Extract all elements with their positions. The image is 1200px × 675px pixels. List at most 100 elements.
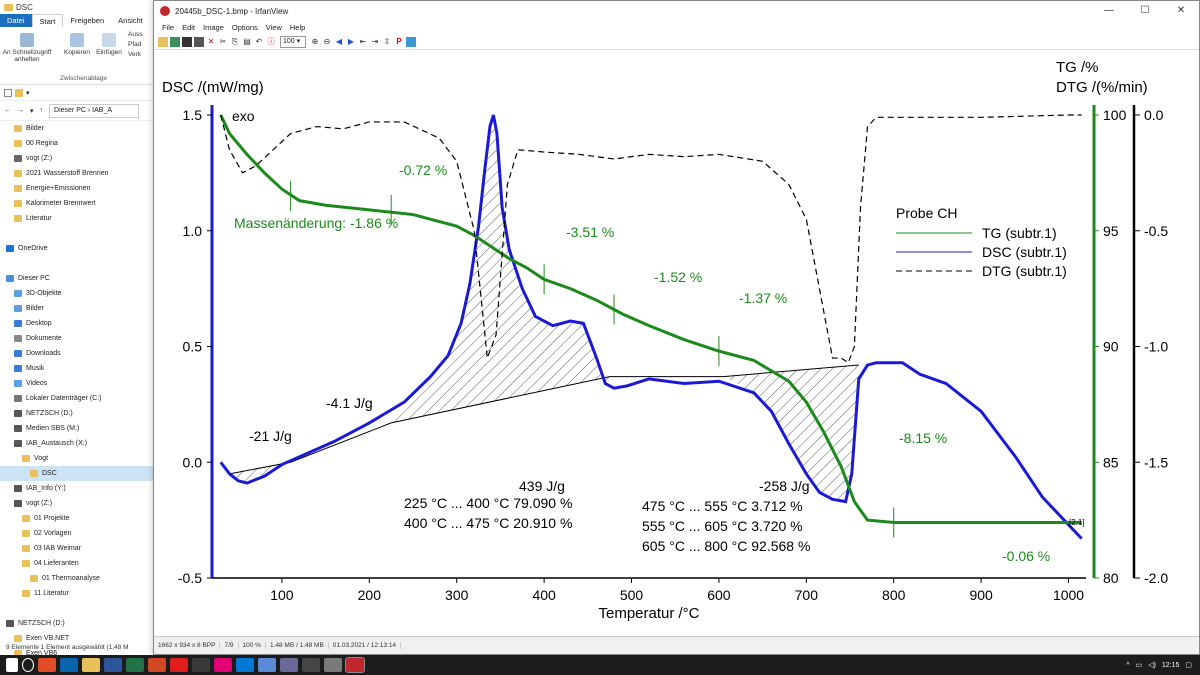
first-icon[interactable]: ⇤ [359, 36, 367, 46]
nav-item[interactable]: vogt (Z:) [0, 496, 159, 511]
nav-item[interactable]: Dieser PC [0, 271, 159, 286]
copy-path-button[interactable]: Pfad [128, 41, 142, 48]
back-arrow-icon[interactable]: ← [4, 107, 11, 114]
paint-icon[interactable]: P [396, 36, 402, 46]
chevron-up-icon[interactable]: ^ [1126, 661, 1130, 669]
paste-button[interactable]: Einfügen [94, 33, 124, 56]
explorer-taskbar-icon[interactable] [82, 658, 100, 672]
nav-item[interactable]: 01 Projekte [0, 511, 159, 526]
nav-item[interactable]: Bilder [0, 301, 159, 316]
nav-item[interactable]: Desktop [0, 316, 159, 331]
powerpoint-icon[interactable] [148, 658, 166, 672]
paste-icon[interactable]: ▤ [243, 36, 251, 46]
nav-item[interactable]: Downloads [0, 346, 159, 361]
nav-item[interactable]: 00 Regina [0, 136, 159, 151]
nav-item[interactable]: vogt (Z:) [0, 151, 159, 166]
image-canvas[interactable]: 100 200 300 400 500 600 700 800 900 1000 Temperatu… [154, 51, 1199, 637]
tab-start[interactable]: Start [31, 14, 64, 27]
forward-arrow-icon[interactable]: → [17, 107, 24, 114]
nav-item[interactable]: 04 Lieferanten [0, 556, 159, 571]
history-chevron-icon[interactable]: ▾ [30, 107, 34, 115]
nav-item[interactable]: DSC [0, 466, 159, 481]
nav-item[interactable] [0, 256, 159, 271]
open-icon[interactable] [158, 36, 168, 47]
properties-icon[interactable] [4, 88, 12, 97]
menu-image[interactable]: Image [203, 23, 224, 32]
zoom-in-icon[interactable]: ⊕ [311, 36, 319, 46]
clock[interactable]: 12:15 [1161, 661, 1180, 669]
menu-file[interactable]: File [162, 23, 175, 32]
nav-item[interactable]: Lokaler Datenträger (C:) [0, 391, 159, 406]
nav-item[interactable]: Exen VB.NET [0, 631, 159, 646]
nav-item[interactable]: 11 Literatur [0, 586, 159, 601]
word-icon[interactable] [104, 658, 122, 672]
nav-item[interactable]: Literatur [0, 211, 159, 226]
outlook-icon[interactable] [60, 658, 78, 672]
nav-item[interactable]: Musik [0, 361, 159, 376]
previous-icon[interactable]: ◀ [335, 36, 343, 46]
nav-item[interactable]: OneDrive [0, 241, 159, 256]
nav-item[interactable]: 03 IAB Weimar [0, 541, 159, 556]
about-icon[interactable] [406, 36, 416, 47]
nav-item[interactable]: 2021 Wasserstoff Brennen [0, 166, 159, 181]
menu-options[interactable]: Options [231, 23, 258, 32]
edge-icon[interactable] [236, 658, 254, 672]
tab-ansicht[interactable]: Ansicht [118, 16, 143, 25]
dropdown-icon[interactable]: ▾ [26, 89, 30, 97]
cut-button[interactable]: Auss [128, 31, 143, 38]
zoom-out-icon[interactable]: ⊖ [323, 36, 331, 46]
excel-icon[interactable] [126, 658, 144, 672]
zoom-select[interactable]: 100 ▾ [280, 35, 306, 48]
info-icon[interactable]: ⓘ [267, 36, 275, 46]
paste-link-button[interactable]: Verk [128, 51, 142, 58]
cut-icon[interactable]: ✂ [219, 36, 227, 46]
nav-item[interactable]: IAB_Info (Y:) [0, 481, 159, 496]
nav-item[interactable]: Bilder [0, 121, 159, 136]
start-icon[interactable] [6, 658, 18, 672]
nav-item[interactable]: IAB_Austausch (X:) [0, 436, 159, 451]
nav-item[interactable]: Dokumente [0, 331, 159, 346]
address-bar[interactable]: Dieser PC › IAB_A [49, 103, 140, 118]
nav-item[interactable]: Energie+Emissionen [0, 181, 159, 196]
nav-item[interactable]: Medien SBS (M:) [0, 421, 159, 436]
chrome-icon[interactable] [38, 658, 56, 672]
pin-button[interactable]: An Schnellzugriff anheften [2, 33, 52, 63]
minimize-button[interactable]: — [1104, 5, 1114, 16]
nav-item[interactable]: 01 Thermoanalyse [0, 571, 159, 586]
nav-item[interactable]: 02 Vorlagen [0, 526, 159, 541]
tab-freigeben[interactable]: Freigeben [70, 16, 105, 25]
nav-item[interactable]: NETZSCH (D:) [0, 406, 159, 421]
nav-item[interactable]: Exen VB6 [0, 646, 159, 655]
irfanview-taskbar-icon[interactable] [345, 657, 365, 673]
network-app-icon[interactable] [258, 658, 276, 672]
app3-icon[interactable] [302, 658, 320, 672]
copy-button[interactable]: Kopieren [62, 33, 92, 56]
telekom-icon[interactable] [214, 658, 232, 672]
nav-item[interactable]: 3D-Objekte [0, 286, 159, 301]
undo-icon[interactable]: ↶ [255, 36, 263, 46]
breadcrumb-dieser-pc[interactable]: Dieser PC [54, 106, 86, 114]
maximize-button[interactable]: ☐ [1140, 5, 1150, 16]
network-icon[interactable]: ▭ [1135, 662, 1143, 669]
slideshow-icon[interactable] [170, 36, 180, 47]
volume-icon[interactable]: ◁) [1148, 662, 1156, 669]
up-arrow-icon[interactable]: ↑ [39, 107, 44, 114]
menu-edit[interactable]: Edit [182, 23, 196, 32]
delete-icon[interactable]: ✕ [207, 36, 215, 46]
nav-item[interactable]: Kalorimeter Brennwert [0, 196, 159, 211]
close-button[interactable]: ✕ [1176, 5, 1186, 16]
menu-help[interactable]: Help [289, 23, 306, 32]
nav-item[interactable] [0, 226, 159, 241]
new-folder-icon[interactable] [15, 88, 23, 97]
app4-icon[interactable] [324, 658, 342, 672]
app-icon[interactable] [192, 658, 210, 672]
copy-icon[interactable]: ⎘ [231, 36, 239, 46]
search-icon[interactable] [22, 658, 34, 672]
save-icon[interactable] [182, 36, 192, 47]
last-icon[interactable]: ⇥ [371, 36, 379, 46]
nav-item[interactable] [0, 601, 159, 616]
nav-item[interactable]: NETZSCH (D:) [0, 616, 159, 631]
nav-item[interactable]: Vogt [0, 451, 159, 466]
print-icon[interactable] [194, 36, 204, 47]
acrobat-icon[interactable] [170, 658, 188, 672]
